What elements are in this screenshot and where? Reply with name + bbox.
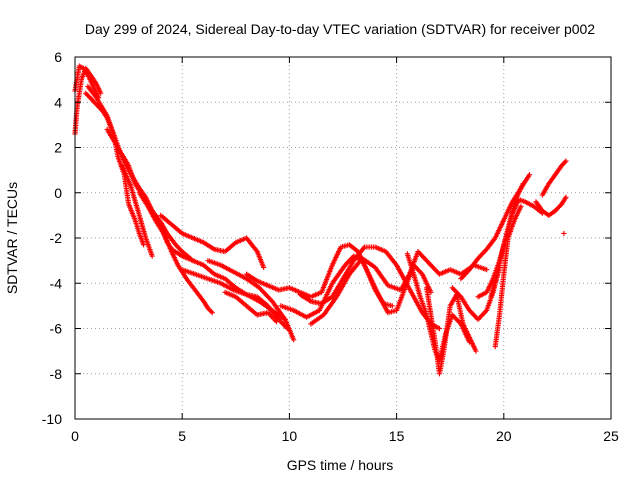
data-point-arc-16 (429, 264, 435, 270)
data-point-arc-22 (518, 203, 524, 209)
y-tick-label: 6 (54, 49, 62, 65)
data-point-arc-15 (436, 325, 443, 332)
data-point-arc-16 (427, 261, 433, 267)
data-point-arc-16 (430, 265, 437, 271)
data-point-arc-20 (526, 172, 533, 178)
x-tick-label: 5 (178, 428, 186, 444)
x-tick-label: 15 (389, 428, 405, 444)
chart-title: Day 299 of 2024, Sidereal Day-to-day VTE… (85, 21, 595, 37)
data-point-arc-16 (432, 266, 438, 272)
data-point-arc-4 (141, 242, 147, 248)
y-tick-label: -6 (50, 321, 63, 337)
axis-tick-labels: 0 5 10 15 20 25 -10 -8 -6 -4 -2 0 2 4 6 (42, 49, 619, 444)
data-point-arc-16 (422, 256, 428, 262)
x-tick-label: 0 (71, 428, 79, 444)
data-point-arc-7 (209, 310, 215, 316)
data-point-arc-24 (563, 194, 569, 200)
data-point-arc-25 (563, 158, 569, 164)
x-tick-label: 20 (496, 428, 512, 444)
data-point-arc-6 (149, 253, 155, 259)
data-point-arc-16 (421, 255, 427, 261)
y-tick-label: 2 (54, 140, 62, 156)
x-tick-label: 10 (282, 428, 298, 444)
data-point-arc-18 (473, 348, 479, 354)
x-axis-label: GPS time / hours (287, 457, 394, 473)
data-points (72, 63, 569, 377)
data-point-arc-16 (433, 267, 439, 274)
data-point-arc-16 (426, 260, 432, 266)
plot-frame (74, 56, 612, 420)
y-tick-label: -4 (50, 275, 63, 291)
data-point-arc-16 (423, 257, 429, 263)
y-axis-label: SDTVAR / TECUs (4, 182, 20, 294)
data-point-arc-16 (424, 259, 431, 265)
data-point-arc-8 (261, 264, 267, 271)
data-point-arc-7 (208, 308, 214, 315)
data-point-arc-11 (291, 337, 297, 343)
y-tick-label: 0 (54, 185, 62, 201)
data-point-arc-16 (420, 254, 426, 260)
data-point-arc-23 (520, 181, 526, 187)
data-point-arc-16 (484, 267, 490, 273)
y-tick-label: 4 (54, 94, 62, 110)
data-point-arc-13 (389, 303, 395, 309)
data-point-arc-25 (562, 159, 568, 165)
x-tick-label: 25 (603, 428, 619, 444)
data-point-arc-16 (428, 262, 434, 269)
data-point-arc-12 (273, 319, 280, 325)
data-point-arc-14 (428, 289, 434, 295)
y-tick-label: -2 (50, 230, 63, 246)
grid-lines (75, 57, 611, 419)
data-point-outlier (561, 230, 567, 237)
y-tick-label: -10 (42, 411, 62, 427)
y-tick-label: -8 (50, 366, 63, 382)
